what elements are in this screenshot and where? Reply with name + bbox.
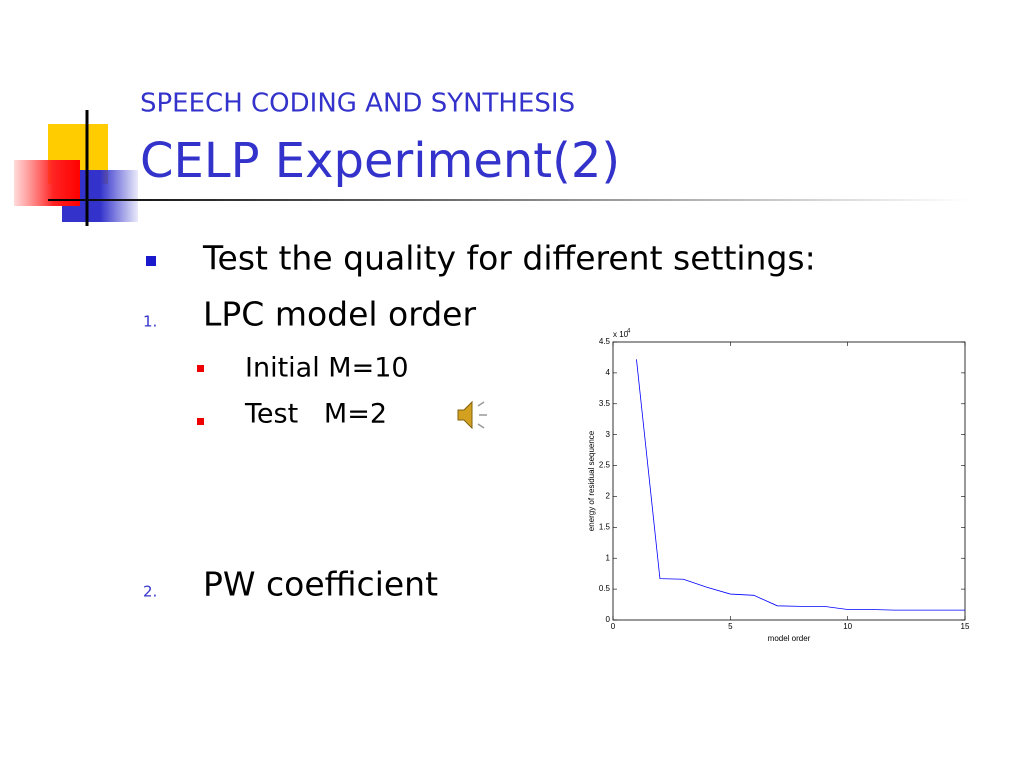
y-tick-label: 1.5	[599, 522, 611, 531]
y-multiplier-exponent: 4	[627, 329, 631, 335]
sub-bullet-marker	[197, 365, 204, 372]
data-line	[636, 359, 965, 611]
y-tick-label: 0	[606, 615, 611, 624]
speaker-icon[interactable]	[457, 400, 487, 430]
bullet: Test the quality for different settings:	[202, 239, 816, 278]
sub-bullet-marker	[197, 418, 204, 425]
title-rule	[50, 199, 970, 201]
x-axis-label: model order	[768, 634, 811, 643]
bullet: LPC model order	[203, 295, 476, 334]
sub-bullet: Test M=2	[244, 399, 387, 430]
subtitle: SPEECH CODING AND SYNTHESIS	[140, 89, 575, 119]
title: CELP Experiment(2)	[140, 133, 620, 189]
y-tick-label: 2.5	[599, 461, 611, 470]
y-tick-label: 4	[606, 368, 611, 377]
logo	[14, 110, 138, 226]
chart: x 10 4 model order energy of residual se…	[587, 329, 970, 644]
x-tick-label: 0	[611, 622, 616, 631]
y-axis-label: energy of residual sequence	[587, 430, 596, 531]
y-tick-label: 3.5	[599, 399, 611, 408]
x-tick-label: 10	[843, 622, 852, 631]
y-tick-label: 1	[606, 553, 611, 562]
y-multiplier: x 10	[613, 330, 629, 339]
list-number: 1.	[143, 313, 157, 331]
bullet: PW coefficient	[203, 565, 438, 604]
y-tick-label: 4.5	[599, 337, 611, 346]
bullet-marker	[146, 256, 156, 266]
y-tick-label: 0.5	[599, 584, 611, 593]
list-number: 2.	[143, 583, 157, 601]
y-tick-label: 3	[606, 430, 611, 439]
x-tick-label: 15	[961, 622, 970, 631]
plot-frame	[612, 341, 966, 621]
y-tick-label: 2	[606, 492, 611, 501]
sub-bullet: Initial M=10	[245, 353, 409, 384]
x-tick-label: 5	[728, 622, 733, 631]
